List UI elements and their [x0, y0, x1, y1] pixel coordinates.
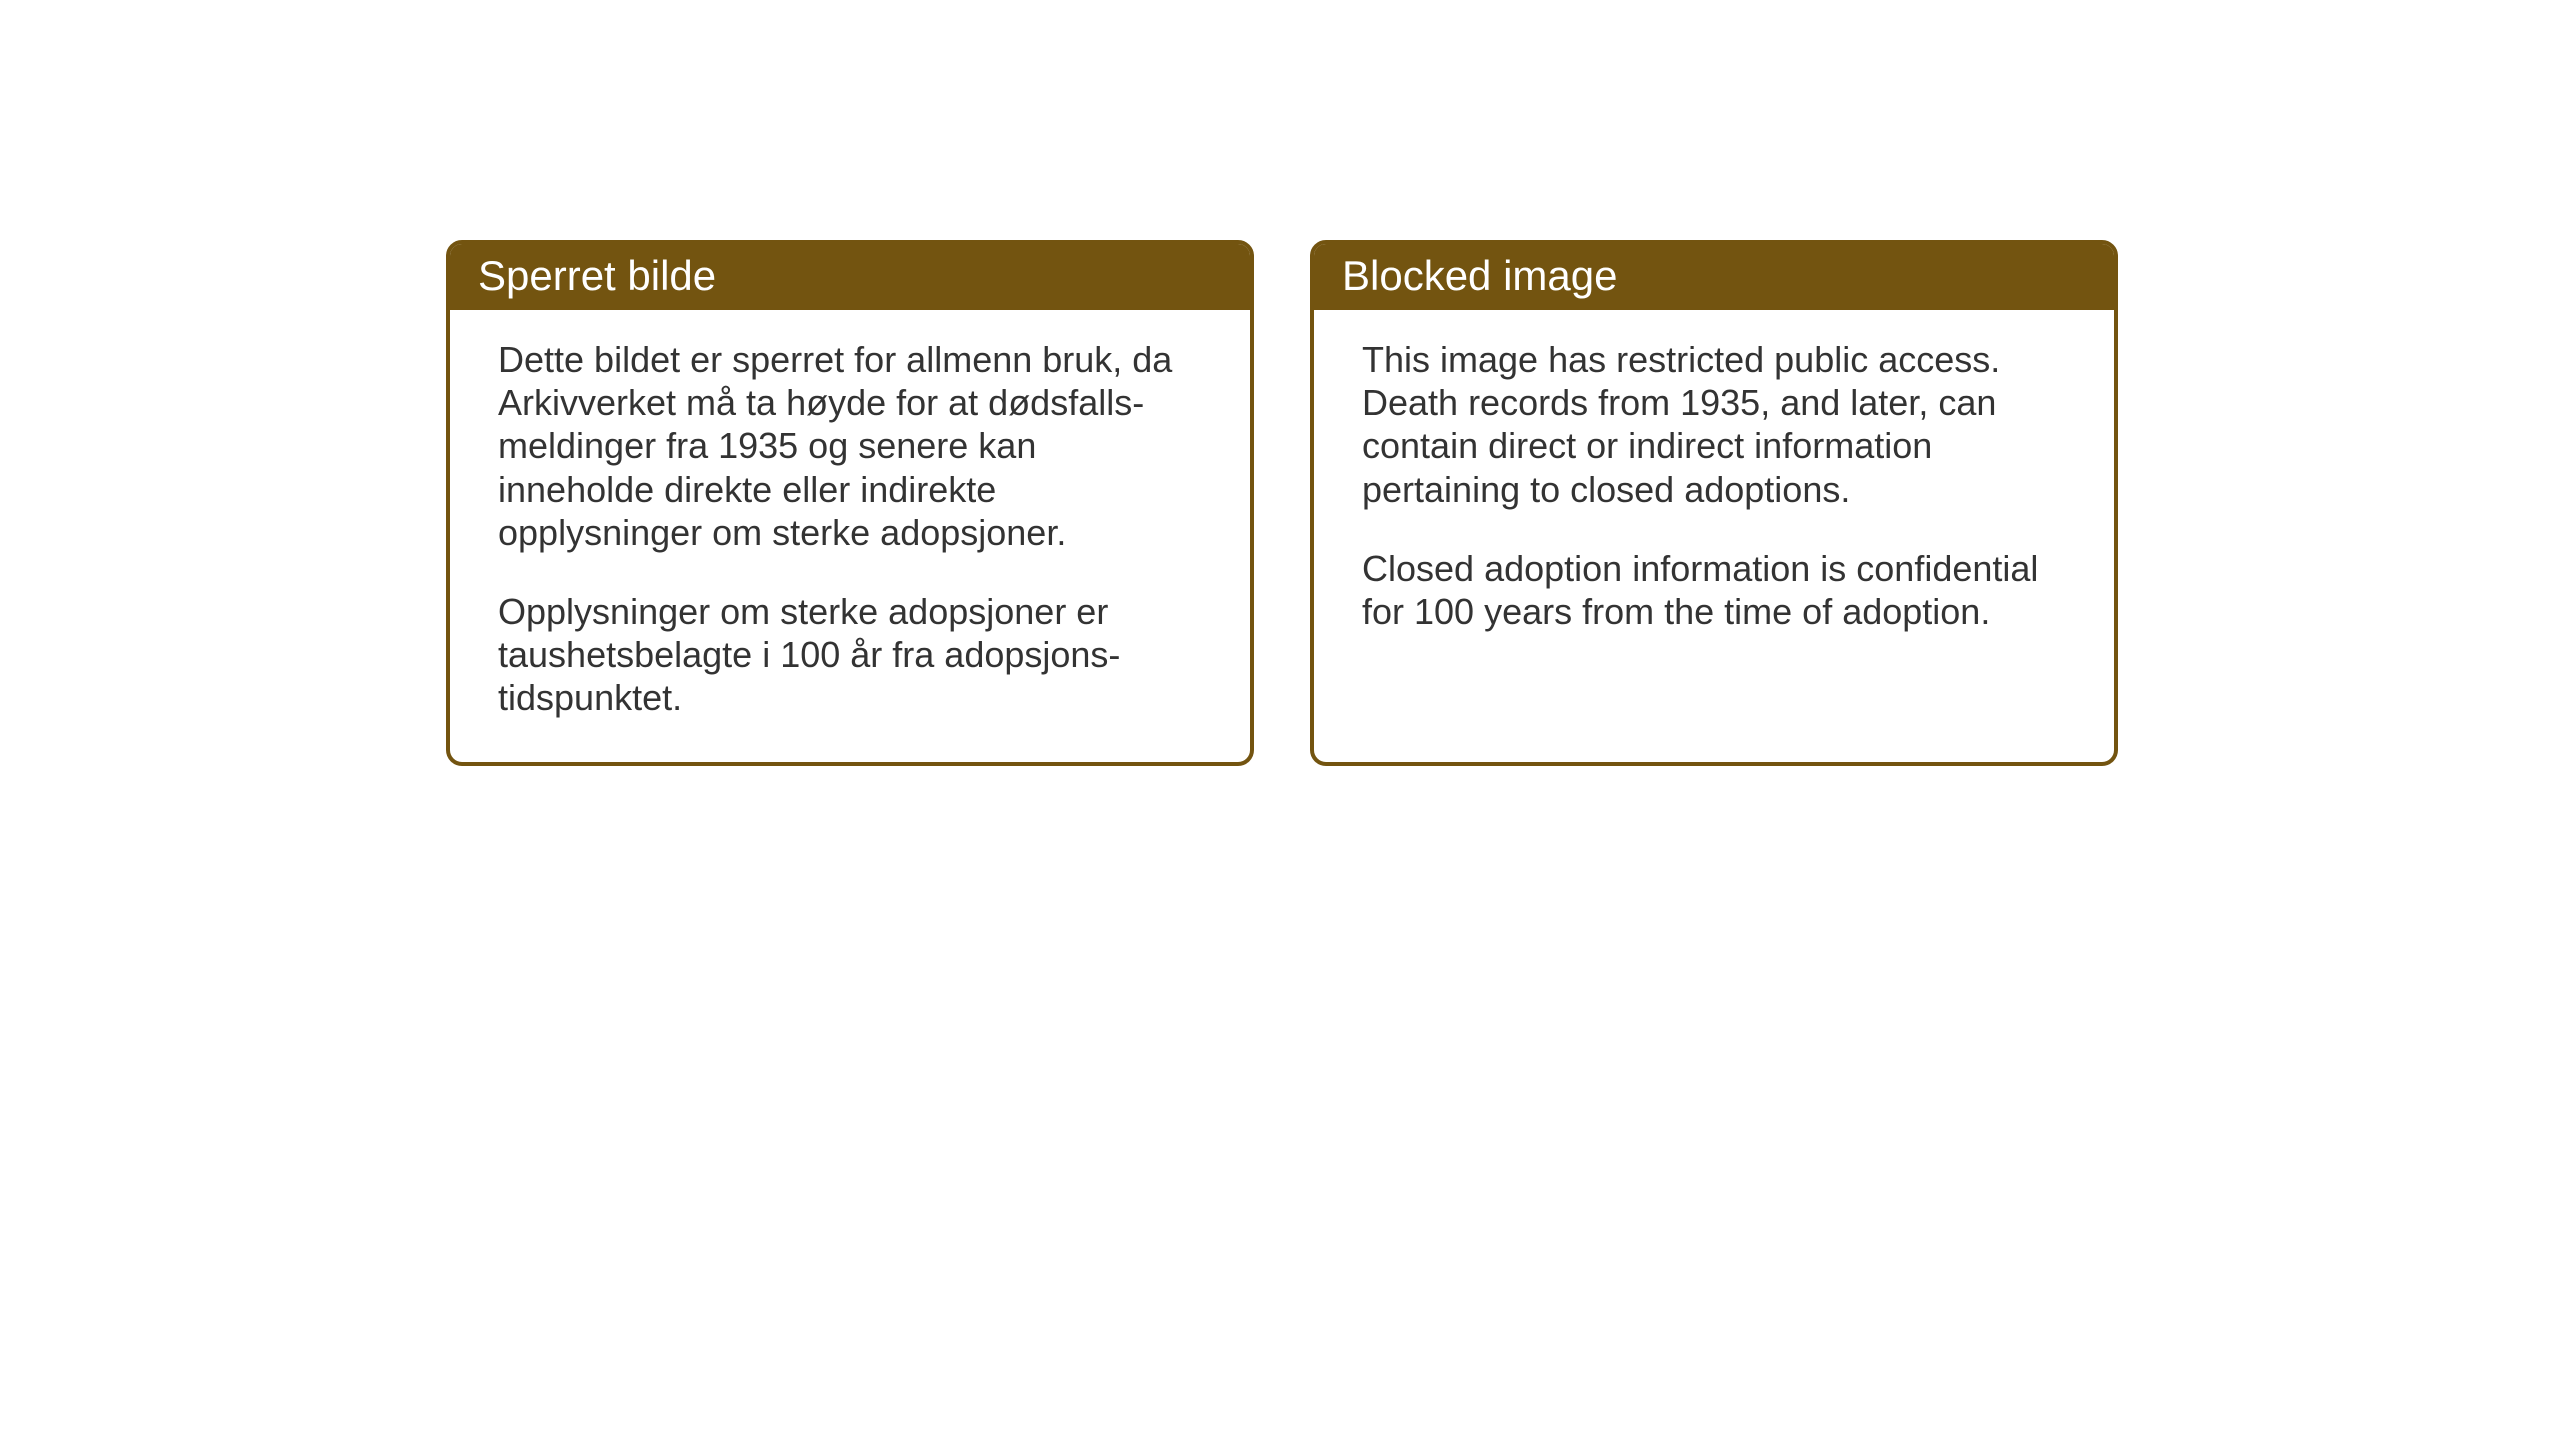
notice-body-norwegian: Dette bildet er sperret for allmenn bruk… — [450, 310, 1250, 762]
notice-header-norwegian: Sperret bilde — [450, 244, 1250, 310]
notice-paragraph-2-english: Closed adoption information is confident… — [1362, 547, 2066, 633]
notice-paragraph-1-norwegian: Dette bildet er sperret for allmenn bruk… — [498, 338, 1202, 554]
notice-header-english: Blocked image — [1314, 244, 2114, 310]
notice-paragraph-2-norwegian: Opplysninger om sterke adopsjoner er tau… — [498, 590, 1202, 720]
notice-title-norwegian: Sperret bilde — [478, 252, 716, 299]
notice-body-english: This image has restricted public access.… — [1314, 310, 2114, 675]
notice-title-english: Blocked image — [1342, 252, 1617, 299]
notice-card-norwegian: Sperret bilde Dette bildet er sperret fo… — [446, 240, 1254, 766]
notice-container: Sperret bilde Dette bildet er sperret fo… — [446, 240, 2118, 766]
notice-paragraph-1-english: This image has restricted public access.… — [1362, 338, 2066, 511]
notice-card-english: Blocked image This image has restricted … — [1310, 240, 2118, 766]
